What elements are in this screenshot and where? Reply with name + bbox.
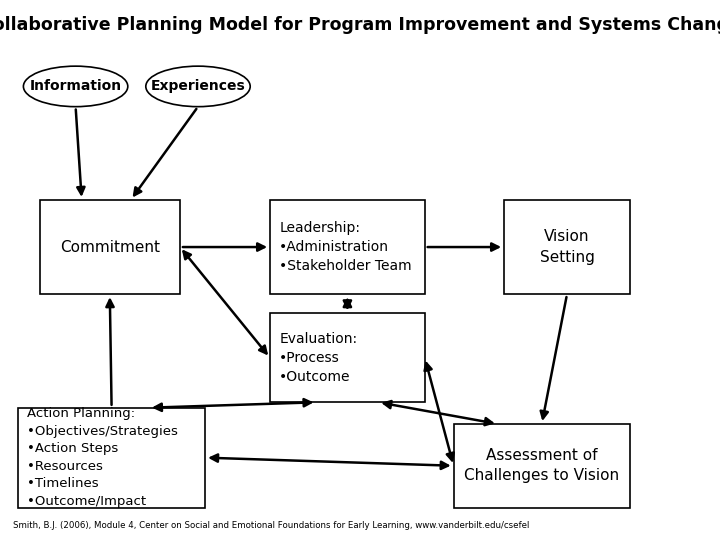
Bar [454,424,630,508]
FancyArrowPatch shape [428,244,498,251]
Text: Leadership:
•Administration
•Stakeholder Team: Leadership: •Administration •Stakeholder… [279,221,412,273]
Text: Assessment of
Challenges to Vision: Assessment of Challenges to Vision [464,448,619,483]
Bar [504,200,630,294]
Bar [18,408,205,508]
FancyArrowPatch shape [425,363,454,461]
Text: Smith, B.J. (2006), Module 4, Center on Social and Emotional Foundations for Ear: Smith, B.J. (2006), Module 4, Center on … [13,521,529,530]
Bar [40,200,180,294]
FancyArrowPatch shape [134,109,197,195]
Text: Action Planning:
•Objectives/Strategies
•Action Steps
•Resources
•Timelines
•Out: Action Planning: •Objectives/Strategies … [27,407,179,508]
FancyArrowPatch shape [211,455,448,469]
Text: Collaborative Planning Model for Program Improvement and Systems Change: Collaborative Planning Model for Program… [0,16,720,34]
Text: Experiences: Experiences [150,79,246,93]
FancyArrowPatch shape [183,244,264,251]
Text: Information: Information [30,79,122,93]
Ellipse shape [146,66,251,107]
FancyArrowPatch shape [107,300,114,405]
FancyArrowPatch shape [155,399,311,411]
Text: Vision
Setting: Vision Setting [539,230,595,265]
Bar [270,200,425,294]
Text: Evaluation:
•Process
•Outcome: Evaluation: •Process •Outcome [279,332,358,384]
Bar [270,313,425,402]
FancyArrowPatch shape [343,300,351,308]
FancyArrowPatch shape [184,252,266,353]
Text: Commitment: Commitment [60,240,160,254]
FancyArrowPatch shape [384,401,492,425]
FancyArrowPatch shape [76,110,84,194]
FancyArrowPatch shape [541,297,567,418]
Ellipse shape [23,66,128,107]
